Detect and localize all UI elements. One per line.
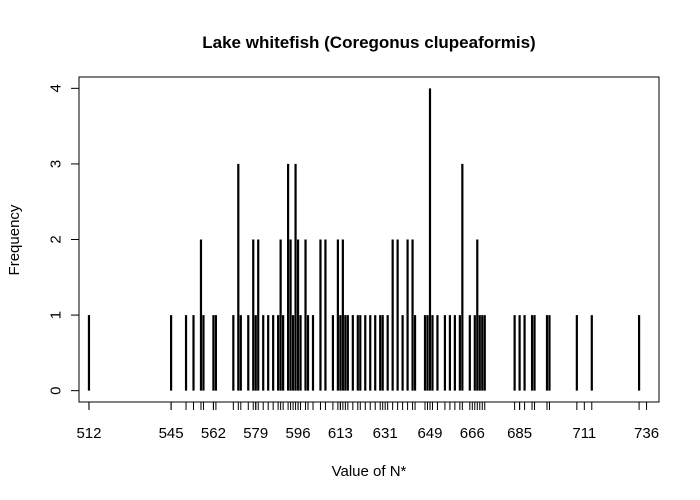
y-axis: 0 1 2 3 4	[48, 84, 80, 395]
x-tick-label: 631	[373, 425, 398, 442]
y-tick-label: 4	[48, 84, 65, 92]
y-tick-label: 2	[48, 235, 65, 243]
x-tick-label: 649	[417, 425, 442, 442]
y-tick-label: 1	[48, 311, 65, 319]
y-axis-label: Frequency	[6, 204, 23, 275]
y-tick-label: 3	[48, 160, 65, 168]
x-tick-label: 512	[76, 425, 101, 442]
x-tick-label: 711	[572, 425, 596, 442]
x-axis: 512 545 562 579 596 613 631 649 666 685 711 736	[76, 401, 659, 442]
x-tick-label: 685	[507, 425, 532, 442]
plot-frame	[78, 76, 660, 403]
spikes	[87, 88, 641, 391]
x-tick-label: 579	[243, 425, 268, 442]
x-tick-label: 596	[286, 425, 311, 442]
x-tick-label: 545	[159, 425, 184, 442]
chart-title: Lake whitefish (Coregonus clupeaformis)	[202, 33, 535, 52]
y-tick-label: 0	[48, 386, 65, 394]
x-tick-label: 613	[328, 425, 353, 442]
x-tick-label: 666	[460, 425, 485, 442]
x-axis-label: Value of N*	[332, 463, 407, 480]
x-tick-label: 736	[634, 425, 659, 442]
x-tick-label: 562	[201, 425, 226, 442]
